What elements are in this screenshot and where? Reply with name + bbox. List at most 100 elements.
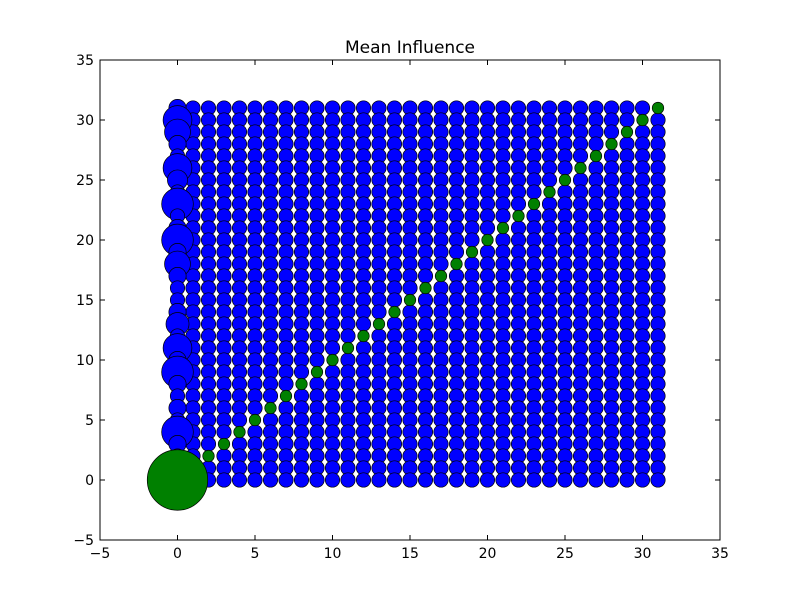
scatter-point [572,148,589,164]
scatter-point [634,472,651,488]
scatter-point [216,472,232,488]
scatter-point [324,472,341,488]
scatter-point [495,472,511,488]
scatter-point [526,184,542,200]
x-tick-label: 20 [479,546,497,562]
x-axis: −5 0 5 10 15 20 25 30 35 [90,60,729,562]
scatter-point [324,340,341,356]
scatter-point [417,268,434,284]
scatter-point [588,136,604,152]
x-tick-label: 5 [251,546,260,562]
diagonal-point [434,269,448,283]
scatter-point [371,304,387,320]
diagonal-point [512,209,525,223]
diagonal-point [481,233,494,247]
diagonal-point [341,341,355,355]
diagonal-point [326,353,339,367]
scatter-point [603,124,620,140]
y-tick-label: −5 [73,533,94,549]
y-tick-label: 10 [76,353,94,369]
diagonal-point [527,197,541,211]
x-tick-label: 0 [173,546,182,562]
scatter-point [541,472,558,488]
scatter-point [448,244,465,260]
scatter-point [588,472,604,488]
points-layer [146,99,666,511]
diagonal-point [496,221,510,235]
scatter-point [402,280,418,296]
diagonal-point [202,449,215,463]
scatter-point [402,472,418,488]
scatter-point [386,292,403,308]
x-tick-label: 15 [401,546,419,562]
diagonal-point [217,437,231,451]
scatter-point [464,232,480,248]
origin-point [146,449,209,511]
x-tick-label: −5 [90,546,111,562]
scatter-point [603,472,620,488]
y-tick-label: 35 [76,53,94,69]
scatter-point [479,472,496,488]
y-tick-label: 20 [76,233,94,249]
diagonal-point [264,401,277,415]
diagonal-point [651,101,665,115]
y-tick-label: 5 [85,413,94,429]
diagonal-point [248,413,262,427]
scatter-point [541,172,558,188]
scatter-point [634,100,651,116]
scatter-point [231,472,248,488]
scatter-point [278,376,294,392]
scatter-point [650,472,666,488]
scatter-point [262,472,279,488]
scatter-point [247,472,263,488]
scatter-point [557,472,573,488]
scatter-point [464,472,480,488]
chart-title: Mean Influence [345,38,475,58]
diagonal-point [295,377,308,391]
scatter-point [495,208,511,224]
scatter-point [231,412,248,428]
scatter-point [433,472,449,488]
scatter-point [619,472,635,488]
y-axis: −5 0 5 10 15 20 25 30 35 [73,53,720,549]
y-tick-label: 25 [76,173,94,189]
scatter-point [386,472,403,488]
scatter-point [293,364,310,380]
y-tick-label: 15 [76,293,94,309]
scatter-point [479,220,496,236]
scatter-point [433,256,449,272]
diagonal-point [605,137,618,151]
scatter-point [293,472,310,488]
scatter-point [355,472,372,488]
scatter-point [216,424,232,440]
scatter-point [247,400,263,416]
x-tick-label: 25 [556,546,574,562]
scatter-point [309,352,325,368]
x-tick-label: 10 [324,546,342,562]
scatter-point [371,472,387,488]
diagonal-point [620,125,634,139]
diagonal-point [450,257,463,271]
diagonal-point [357,329,370,343]
diagonal-point [636,113,649,127]
scatter-point [262,388,279,404]
scatter-point [278,472,294,488]
scatter-point [340,328,356,344]
diagonal-point [558,173,572,187]
diagonal-point [279,389,293,403]
diagonal-point [574,161,587,175]
x-tick-label: 30 [634,546,652,562]
scatter-point [510,196,527,212]
diagonal-point [233,425,246,439]
diagonal-point [403,293,417,307]
scatter-point [355,316,372,332]
scatter-point [619,112,635,128]
scatter-point [526,472,542,488]
diagonal-point [310,365,324,379]
scatter-point [200,436,217,452]
y-tick-label: 0 [85,473,94,489]
scatter-point [417,472,434,488]
scatter-point [309,472,325,488]
y-tick-label: 30 [76,113,94,129]
